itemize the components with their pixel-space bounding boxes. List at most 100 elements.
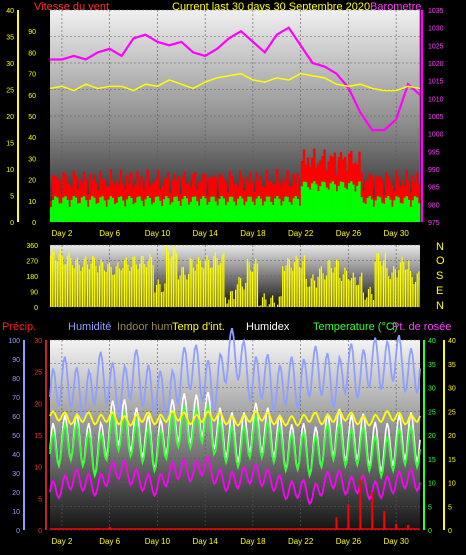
wind-gust-bar [119, 169, 123, 222]
wind-direction-bar [312, 274, 314, 307]
wind-direction-bar [418, 271, 420, 307]
wind-gust-bar [286, 170, 289, 222]
wind-avg-bar [245, 201, 248, 222]
humidity-line [49, 327, 421, 424]
wind-direction-bar [187, 274, 190, 307]
wind-gust-bar [150, 182, 154, 222]
wind-axis-tick: 0 [10, 220, 14, 227]
wind-axis-tick: 5 [10, 194, 14, 201]
barometer-label: Barometre [370, 1, 421, 13]
wind-avg-bar [140, 200, 143, 222]
wind-avg-bar [294, 196, 297, 222]
wind-direction-bar [371, 294, 373, 307]
wind-avg-bar [109, 196, 112, 222]
wind-avg-bar [128, 196, 131, 222]
wind-avg-bar [243, 205, 246, 222]
wind-direction-bar [278, 296, 280, 307]
temp-int-axis-tick: 35 [448, 362, 456, 369]
wind-direction-bar [76, 257, 79, 307]
wind-avg-bar [411, 200, 415, 222]
wind-gust-bar [415, 172, 419, 222]
wind-avg-bar [329, 183, 332, 222]
wind-avg-bar [58, 203, 61, 222]
wind-direction-bar [396, 277, 398, 307]
wind-avg-bar [249, 196, 252, 222]
baro-axis-tick: 1010 [428, 96, 444, 103]
wind-gust-bar [89, 174, 92, 222]
wind-avg-bar [97, 202, 100, 222]
legend-humidity: Humidité [68, 321, 111, 333]
wind-gust-bar [280, 186, 283, 222]
middle-axis-tick: 60 [28, 93, 36, 100]
wind-avg-bar [195, 201, 199, 222]
wind-gust-bar [411, 175, 415, 222]
precip-axis-tick: 20 [34, 401, 42, 408]
wind-avg-bar [115, 202, 119, 222]
wind-direction-bar [391, 272, 393, 307]
wind-direction-bar [246, 259, 248, 307]
wind-direction-bar [293, 262, 296, 307]
wind-direction-bar [339, 277, 341, 307]
wind-direction-bar [93, 257, 95, 307]
wind-avg-bar [95, 203, 98, 222]
precip-axis-tick: 30 [34, 338, 42, 345]
precip-bar [407, 524, 410, 530]
wind-direction-bar [147, 260, 149, 307]
wind-direction-bar [132, 256, 134, 307]
wind-gust-bar [105, 186, 108, 222]
wind-direction-bar [383, 260, 385, 307]
wind-direction-bar [322, 273, 324, 307]
wind-avg-bar [163, 199, 166, 222]
wind-avg-bar [409, 206, 413, 222]
wind-direction-bar [145, 267, 148, 307]
wind-direction-bar [102, 262, 104, 307]
wind-avg-bar [80, 197, 84, 222]
wind-avg-bar [415, 197, 419, 222]
x-tick-label-top: Day 6 [99, 229, 120, 238]
wind-direction-bar [206, 255, 208, 307]
barometer-line [50, 26, 421, 132]
wind-direction-bar [253, 264, 255, 307]
wind-direction-bar [335, 259, 338, 307]
wind-direction-bar [285, 265, 287, 307]
temp-axis-tick: 35 [428, 362, 436, 369]
wind-direction-bar [404, 269, 407, 307]
wind-avg-bar [202, 196, 205, 222]
wind-avg-bar [189, 202, 193, 222]
wind-direction-bar [314, 280, 316, 307]
wind-avg-bar [397, 197, 400, 222]
wind-avg-bar [284, 196, 287, 222]
wind-avg-bar [50, 207, 53, 222]
wind-avg-bar [304, 182, 308, 222]
middle-axis-tick: 30 [28, 156, 36, 163]
wind-direction-bar [324, 279, 326, 307]
wind-gust-bar [68, 184, 71, 222]
wind-direction-bar [105, 271, 107, 307]
wind-direction-bar [245, 282, 247, 307]
wind-avg-bar [107, 199, 110, 222]
wind-avg-bar [222, 198, 226, 222]
wind-avg-bar [214, 201, 217, 222]
wind-avg-bar [185, 198, 189, 222]
wind-gust-bar [401, 180, 404, 222]
precip-bar [371, 492, 374, 530]
wind-direction-bar [122, 268, 124, 307]
wind-avg-bar [280, 205, 283, 222]
wind-direction-bar [394, 269, 396, 307]
wind-direction-bar [352, 272, 354, 307]
wind-direction-bar [179, 275, 181, 307]
wind-direction-bar [78, 264, 80, 307]
wind-direction-bar [319, 268, 321, 307]
direction-axis-tick: 360 [26, 243, 38, 250]
wind-direction-bar [342, 274, 344, 307]
wind-direction-bar [381, 265, 383, 307]
wind-avg-bar [204, 198, 207, 222]
wind-avg-bar [350, 181, 353, 222]
wind-avg-bar [239, 196, 242, 222]
wind-avg-bar [99, 197, 102, 222]
wind-gust-bar [251, 181, 254, 222]
temp-axis-tick: 20 [428, 433, 436, 440]
baro-axis-tick: 1025 [428, 43, 444, 50]
wind-direction-bar [347, 279, 349, 307]
wind-direction-bar [113, 274, 116, 307]
